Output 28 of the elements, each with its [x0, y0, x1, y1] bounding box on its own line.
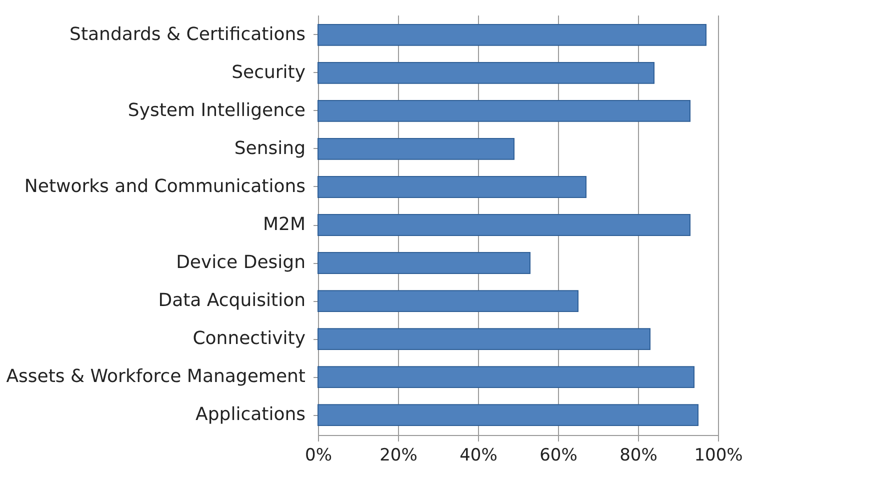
y-tick-label: Applications [196, 404, 306, 426]
bar [318, 100, 690, 122]
y-tick-label: Security [232, 62, 306, 83]
x-tick-label: 40% [460, 446, 498, 466]
y-tick-label: System Intelligence [128, 100, 306, 121]
y-tick-label: Device Design [176, 252, 306, 274]
y-tick-label: M2M [262, 214, 306, 235]
y-tick-label: Data Acquisition [158, 290, 306, 312]
x-tick-label: 80% [620, 446, 658, 466]
bar [318, 328, 650, 350]
x-tick-label: 0% [305, 446, 332, 466]
y-tick-label: Connectivity [192, 328, 306, 350]
x-tick-label: 60% [540, 446, 578, 466]
bar [318, 176, 586, 198]
bar [318, 290, 578, 312]
y-tick-label: Sensing [234, 138, 306, 159]
bar [318, 366, 694, 388]
bar [318, 252, 530, 274]
y-tick-label: Assets & Workforce Management [6, 366, 306, 388]
x-tick-label: 20% [380, 446, 418, 466]
bar [318, 24, 706, 46]
x-tick-label: 100% [694, 446, 743, 466]
bar [318, 214, 690, 236]
bar [318, 62, 654, 84]
y-tick-label: Networks and Communications [24, 176, 306, 197]
bar [318, 138, 514, 160]
bar [318, 404, 698, 426]
y-tick-label: Standards & Certifications [70, 24, 306, 45]
